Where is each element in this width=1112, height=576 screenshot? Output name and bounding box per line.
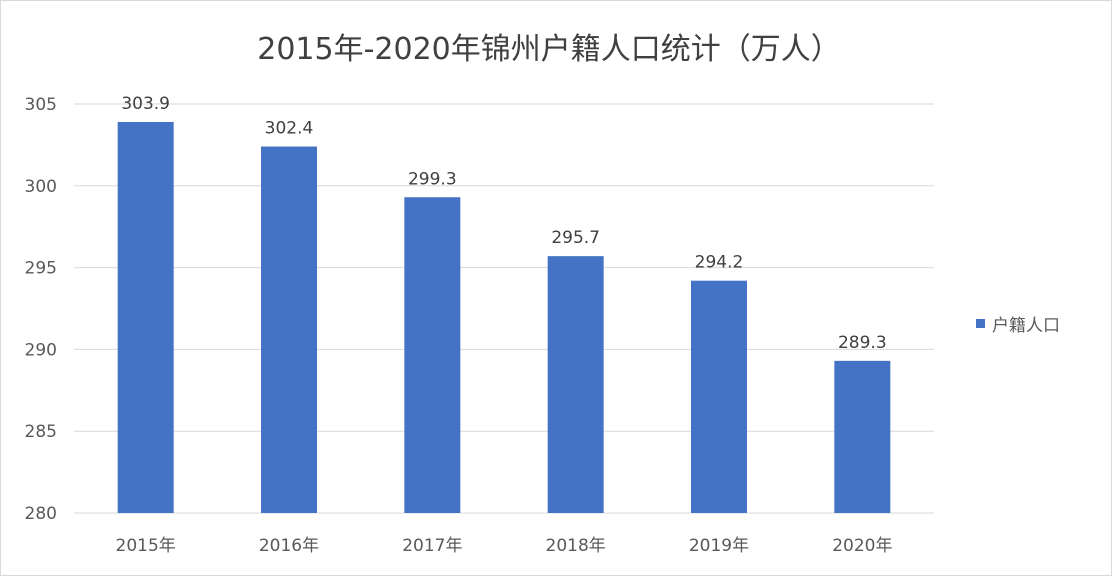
x-axis-ticks: 2015年 2016年 2017年 2018年 2019年 2020年 (116, 536, 893, 556)
x-tick-label: 2016年 (259, 536, 319, 556)
y-tick-label: 285 (25, 422, 57, 442)
x-tick-label: 2017年 (402, 536, 462, 556)
y-tick-label: 290 (25, 340, 57, 360)
gridlines (74, 103, 934, 514)
y-tick-label: 305 (25, 95, 57, 115)
legend-swatch (976, 319, 985, 328)
x-tick-label: 2020年 (832, 536, 892, 556)
chart-title: 2015年-2020年锦州户籍人口统计（万人） (257, 32, 841, 67)
x-tick-label: 2019年 (689, 536, 749, 556)
bar (691, 280, 747, 513)
bar (834, 360, 891, 513)
bar (117, 121, 174, 513)
y-tick-label: 295 (25, 259, 57, 279)
bars (117, 121, 891, 513)
legend-label: 户籍人口 (992, 316, 1060, 336)
bar (547, 256, 604, 513)
data-label: 289.3 (838, 333, 887, 353)
legend: 户籍人口 (976, 316, 1060, 336)
y-axis-ticks: 280 285 290 295 300 305 (25, 95, 57, 524)
y-tick-label: 280 (25, 504, 57, 524)
x-tick-label: 2015年 (116, 536, 176, 556)
x-tick-label: 2018年 (546, 536, 606, 556)
data-labels: 303.9 302.4 299.3 295.7 294.2 289.3 (121, 94, 886, 353)
bar (404, 197, 461, 513)
bar (261, 146, 317, 513)
data-label: 303.9 (121, 94, 170, 114)
data-label: 299.3 (408, 169, 457, 189)
data-label: 295.7 (551, 228, 600, 248)
data-label: 302.4 (265, 119, 314, 139)
data-label: 294.2 (695, 253, 744, 273)
y-tick-label: 300 (25, 177, 57, 197)
